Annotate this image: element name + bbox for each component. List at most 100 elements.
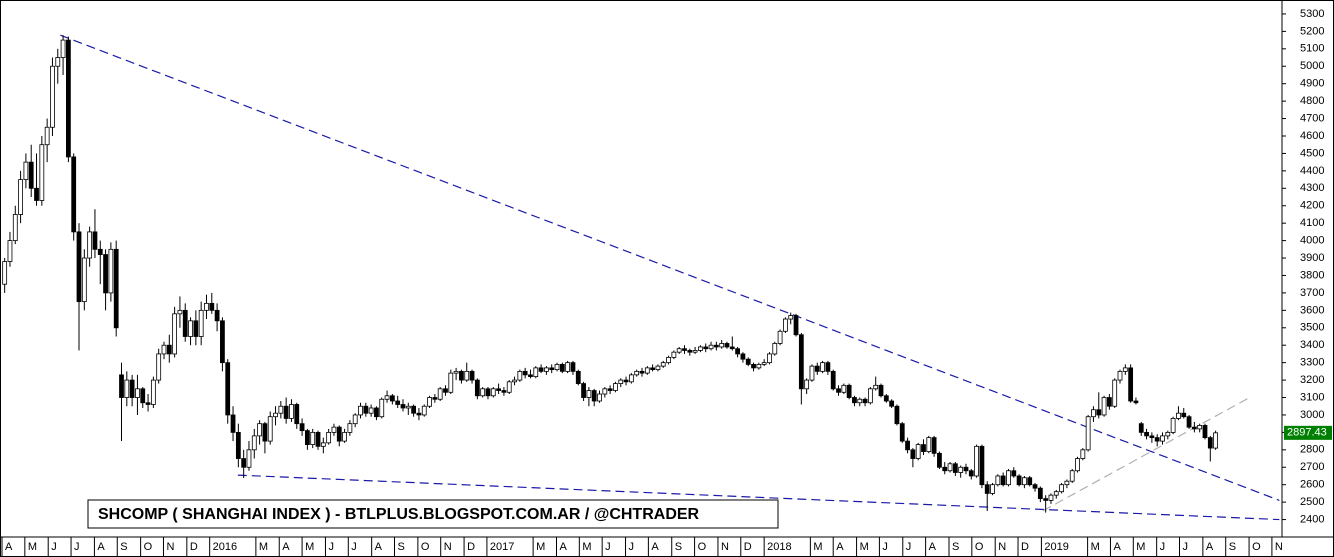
candle-body [480,388,486,397]
x-tick-label: M [536,541,545,553]
candle-body [889,400,895,407]
candle-body [204,302,209,311]
x-tick-label: A [929,541,937,553]
last-price-box [1284,425,1332,440]
candle-body [1197,425,1203,430]
x-tick-label: O [975,541,984,553]
y-tick-label: 4500 [1300,147,1324,159]
candle-body [984,484,990,494]
candle-body [597,393,602,402]
candle-body [81,257,87,303]
y-tick-label: 3100 [1300,391,1324,403]
candle-body [655,365,661,371]
candle-body [1048,494,1054,501]
candle-body [421,405,427,416]
candle-body [575,370,581,384]
candle-body [841,384,847,393]
y-tick-label: 4300 [1300,182,1324,194]
candle-body [140,388,146,404]
candle-body [618,379,624,384]
candle-body [666,357,671,364]
candle-body [836,388,841,393]
x-tick-label: 2018 [767,541,791,553]
candle-body [379,398,385,418]
candle-body [1022,477,1027,486]
candle-body [1213,432,1219,449]
candle-body [1191,426,1197,430]
candle-body [1053,491,1059,496]
candle-body [76,231,82,303]
x-tick-label: S [675,541,682,553]
candle-body [793,315,799,336]
candle-body [783,318,788,332]
candle-body [1027,477,1033,486]
candle-body [915,444,921,459]
candle-body [1207,437,1213,449]
candle-body [427,397,432,407]
candle-body [565,362,571,372]
x-tick-label: M [305,541,314,553]
candle-body [368,407,374,414]
candle-body [257,423,262,437]
candle-body [97,248,103,255]
candle-body [474,379,480,397]
candle-body [23,161,29,180]
candle-body [2,261,8,285]
candle-body [315,431,321,447]
candle-body [958,466,964,473]
y-tick-label: 4800 [1300,95,1324,107]
candle-body [926,437,932,452]
y-tick-label: 3900 [1300,252,1324,264]
candle-body [251,435,257,451]
candle-body [1176,412,1181,419]
x-tick-label: J [1160,541,1166,553]
candle-body [788,315,794,320]
x-tick-label: 2016 [213,541,237,553]
candle-body [347,423,353,433]
last-price-label: 2897.43 [1287,427,1327,439]
x-tick-label: A [375,541,383,553]
candle-body [937,452,942,468]
candle-body [395,400,401,405]
candle-body [549,367,555,371]
candle-body [1064,480,1070,486]
candle-body [267,416,273,442]
x-tick-label: A [1206,541,1214,553]
candle-body [188,320,193,337]
x-tick-label: S [1229,541,1236,553]
candle-body [150,379,156,405]
candle-body [87,231,93,259]
candle-body [660,362,666,367]
candle-body [1037,487,1043,500]
y-tick-label: 3300 [1300,357,1324,369]
y-tick-label: 3700 [1300,287,1324,299]
x-tick-label: A [1113,541,1121,553]
y-tick-label: 3200 [1300,374,1324,386]
candle-body [607,388,613,391]
x-tick-label: J [1182,541,1188,553]
candle-body [113,248,119,329]
candle-body [278,405,284,414]
candle-body [289,404,294,419]
candle-body [1133,400,1139,404]
candle-body [310,431,316,445]
candle-body [581,383,586,398]
candle-body [931,437,937,454]
candle-body [459,370,464,381]
y-tick-label: 2800 [1300,444,1324,456]
candle-body [18,179,23,215]
x-tick-label: N [444,541,452,553]
candle-body [830,370,836,390]
y-tick-label: 5100 [1300,43,1324,55]
candle-body [825,362,831,372]
candle-body [968,470,974,477]
candle-body [1101,397,1107,416]
candle-body [570,362,576,372]
y-tick-label: 4000 [1300,235,1324,247]
x-tick-label: M [259,541,268,553]
candle-body [443,388,448,393]
chart-title: SHCOMP ( SHANGHAI INDEX ) - BTLPLUS.BLOG… [98,506,700,523]
candle-body [172,313,178,355]
candle-body [193,320,199,337]
candle-body [71,156,77,233]
